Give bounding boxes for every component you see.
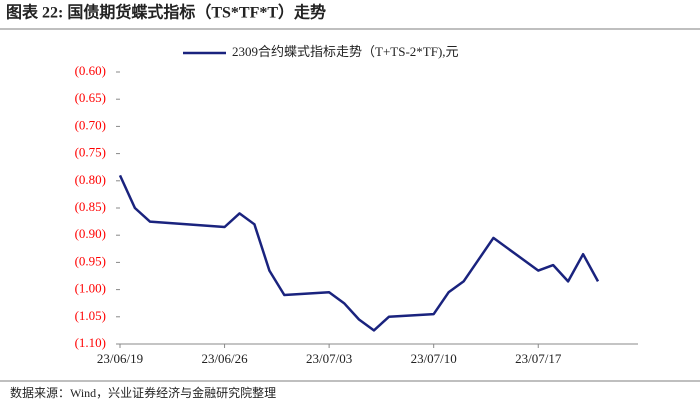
data-line <box>118 174 600 332</box>
y-tick-label: (0.65) <box>75 90 106 105</box>
source-note: 数据来源：Wind，兴业证券经济与金融研究院整理 <box>10 385 276 400</box>
y-tick-label: (0.60) <box>75 63 106 78</box>
chart-title: 图表 22: 国债期货蝶式指标（TS*TF*T）走势 <box>6 3 326 22</box>
x-tick-label: 23/06/26 <box>201 351 248 366</box>
y-tick-label: (1.05) <box>75 308 106 323</box>
y-tick-label: (0.75) <box>75 145 106 160</box>
y-tick-label: (1.10) <box>75 335 106 350</box>
y-tick-label: (0.90) <box>75 226 106 241</box>
y-tick-label: (1.00) <box>75 281 106 296</box>
y-tick-label: (0.80) <box>75 172 106 187</box>
legend-label: 2309合约蝶式指标走势（T+TS-2*TF),元 <box>232 44 459 59</box>
y-tick-label: (0.70) <box>75 117 106 132</box>
x-tick-label: 23/07/03 <box>306 351 352 366</box>
y-tick-label: (0.85) <box>75 199 106 214</box>
x-tick-label: 23/07/17 <box>515 351 562 366</box>
x-tick-label: 23/07/10 <box>411 351 457 366</box>
x-tick-label: 23/06/19 <box>97 351 143 366</box>
y-tick-label: (0.95) <box>75 253 106 268</box>
